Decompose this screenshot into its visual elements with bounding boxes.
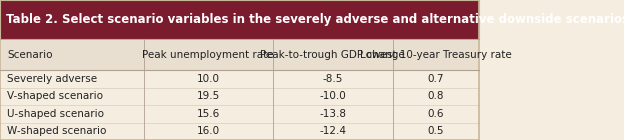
Text: 0.6: 0.6 (427, 109, 444, 119)
Text: 0.7: 0.7 (427, 74, 444, 84)
Text: -13.8: -13.8 (319, 109, 346, 119)
Text: Severely adverse: Severely adverse (7, 74, 97, 84)
Text: 10.0: 10.0 (197, 74, 220, 84)
Text: W-shaped scenario: W-shaped scenario (7, 126, 107, 136)
Text: 16.0: 16.0 (197, 126, 220, 136)
Text: -8.5: -8.5 (323, 74, 343, 84)
FancyBboxPatch shape (0, 0, 479, 39)
Text: 15.6: 15.6 (197, 109, 220, 119)
Text: Peak-to-trough GDP change: Peak-to-trough GDP change (260, 50, 405, 60)
Text: U-shaped scenario: U-shaped scenario (7, 109, 104, 119)
Text: Table 2. Select scenario variables in the severely adverse and alternative downs: Table 2. Select scenario variables in th… (6, 13, 624, 26)
FancyBboxPatch shape (0, 70, 479, 140)
Text: 19.5: 19.5 (197, 91, 220, 101)
Text: V-shaped scenario: V-shaped scenario (7, 91, 103, 101)
FancyBboxPatch shape (0, 39, 479, 70)
Text: -12.4: -12.4 (319, 126, 346, 136)
Text: Scenario: Scenario (7, 50, 52, 60)
Text: 0.8: 0.8 (427, 91, 444, 101)
Text: Peak unemployment rate: Peak unemployment rate (142, 50, 274, 60)
Text: Lowest 10-year Treasury rate: Lowest 10-year Treasury rate (360, 50, 512, 60)
Text: -10.0: -10.0 (319, 91, 346, 101)
Text: 0.5: 0.5 (427, 126, 444, 136)
